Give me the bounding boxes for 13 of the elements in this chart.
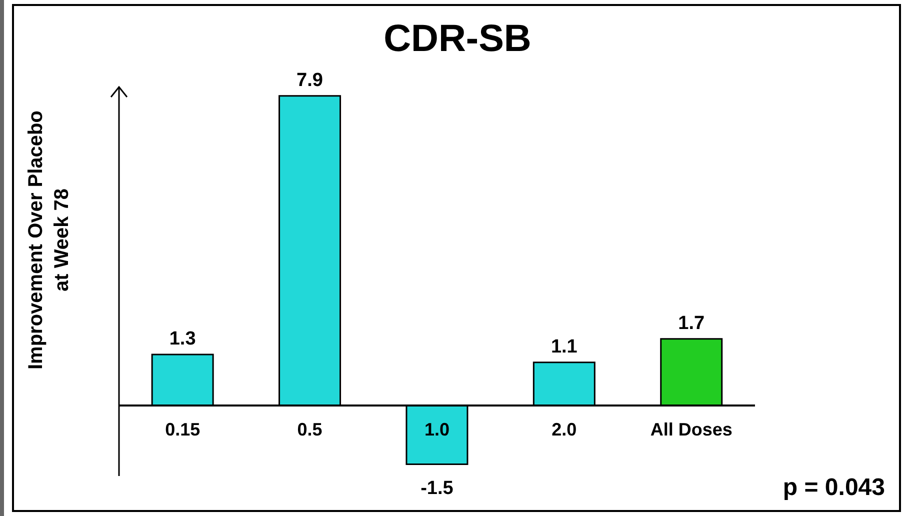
data-label: 1.7 <box>678 312 705 334</box>
chart-title: CDR-SB <box>382 18 532 61</box>
x-tick-label: 0.15 <box>165 419 200 440</box>
data-label: 1.3 <box>169 328 196 350</box>
x-tick-label: 1.0 <box>424 419 450 440</box>
x-tick-label: 0.5 <box>297 419 322 440</box>
data-label: 7.9 <box>296 70 323 91</box>
y-axis-title: Improvement Over Placebo at Week 78 <box>24 110 74 372</box>
data-label: -1.5 <box>420 478 454 500</box>
data-label: 1.1 <box>550 336 578 358</box>
x-tick-label: 2.0 <box>552 419 577 440</box>
text: p = 0.043 <box>782 474 885 502</box>
x-tick-label: All Doses <box>650 419 732 440</box>
